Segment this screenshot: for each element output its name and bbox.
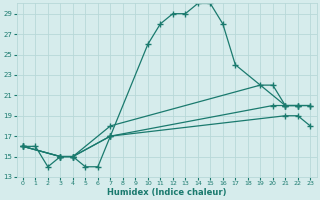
X-axis label: Humidex (Indice chaleur): Humidex (Indice chaleur) <box>107 188 226 197</box>
